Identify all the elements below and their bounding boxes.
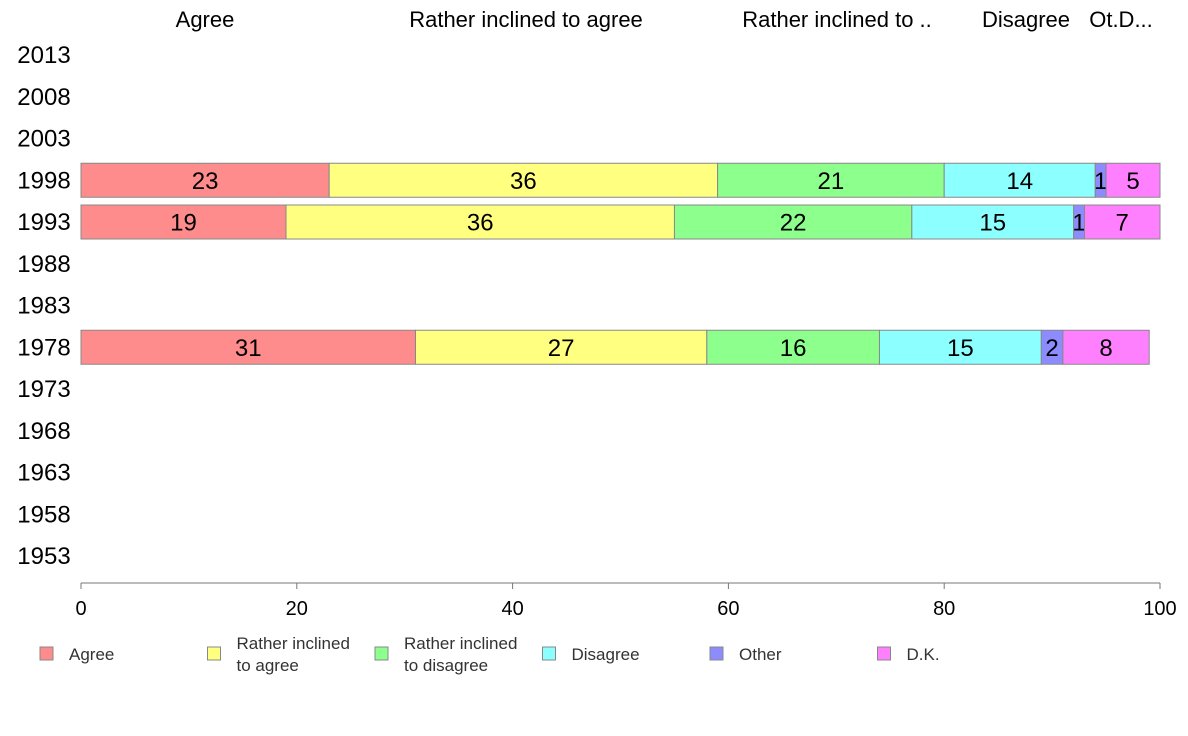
legend-swatch-3 (542, 646, 556, 661)
bar-value-label-1978-5: 8 (1099, 335, 1112, 362)
bar-value-label-1978-3: 15 (947, 335, 974, 362)
bars: 23 36 21 14 1 519 36 22 15 1 731 27 16 15 2 8 (80, 162, 1161, 365)
bar-value-label-1978-4: 2 (1045, 335, 1058, 362)
bar-segment-1978-1 (414, 329, 708, 365)
year-label-2008: 2008 (17, 84, 70, 111)
bar-segment-1993-5 (1083, 204, 1161, 240)
bar-value-label-1978-2: 16 (780, 335, 807, 362)
year-label-1993: 1993 (17, 209, 70, 236)
bar-value-label-1998-0: 23 (192, 168, 219, 195)
year-label-1983: 1983 (17, 293, 70, 320)
bar-value-label-1993-0: 19 (170, 210, 197, 237)
year-label-1973: 1973 (17, 376, 70, 403)
legend-swatch-0 (39, 646, 54, 661)
x-tick-label-20: 20 (286, 598, 308, 620)
year-label-1963: 1963 (17, 460, 70, 487)
year-label-1958: 1958 (17, 501, 70, 528)
bar-value-label-1978-1: 27 (548, 335, 575, 362)
year-label-1988: 1988 (17, 251, 70, 278)
bar-segment-1978-0 (80, 329, 416, 365)
column-header-rather-agree: Rather inclined to agree (409, 7, 643, 32)
x-axis: 0 20 40 60 80 100 (75, 582, 1177, 620)
legend-label-2: to disagree (404, 656, 488, 675)
bar-segment-1998-5 (1105, 162, 1161, 198)
year-label-1953: 1953 (17, 543, 70, 570)
bar-segment-1993-0 (80, 204, 287, 240)
legend-label-2: Rather inclined (404, 634, 517, 653)
bar-segment-1998-1 (328, 162, 719, 198)
year-label-1978: 1978 (17, 334, 70, 361)
bar-segment-1998-2 (717, 162, 945, 198)
x-tick-label-60: 60 (717, 598, 739, 620)
legend-swatch-1 (207, 646, 221, 661)
column-header-agree: Agree (176, 7, 235, 32)
bar-value-label-1993-4: 1 (1072, 210, 1085, 237)
bar-value-label-1993-1: 36 (467, 210, 494, 237)
column-headers: Agree Rather inclined to agree Rather in… (176, 7, 1153, 32)
year-label-1968: 1968 (17, 418, 70, 445)
year-labels: 2013 2008 2003 1998 1993 1988 1983 1978 1973 1968… (17, 42, 70, 570)
bar-value-label-1993-3: 15 (979, 210, 1006, 237)
legend-label-3: Disagree (572, 645, 640, 664)
year-label-1998: 1998 (17, 167, 70, 194)
bar-segment-1978-2 (706, 329, 880, 365)
column-header-other-dk: Ot.D... (1089, 7, 1153, 32)
bar-segment-1993-3 (911, 204, 1075, 240)
x-tick-label-100: 100 (1143, 598, 1176, 620)
bar-value-label-1998-3: 14 (1006, 168, 1033, 195)
bar-segment-1978-3 (878, 329, 1042, 365)
column-header-disagree: Disagree (982, 7, 1070, 32)
legend-label-5: D.K. (907, 645, 940, 664)
bar-value-label-1998-2: 21 (818, 168, 845, 195)
bar-segment-1993-2 (673, 204, 913, 240)
legend: Agree Rather inclined to agree Rather incli… (39, 634, 940, 675)
x-tick-label-40: 40 (501, 598, 523, 620)
bar-value-label-1998-5: 5 (1126, 168, 1139, 195)
legend-swatch-2 (374, 646, 389, 661)
bar-value-label-1998-4: 1 (1094, 168, 1107, 195)
bar-value-label-1978-0: 31 (235, 335, 262, 362)
bar-value-label-1993-5: 7 (1116, 210, 1129, 237)
year-label-2003: 2003 (17, 126, 70, 153)
bar-value-label-1993-2: 22 (780, 210, 807, 237)
bar-segment-1993-1 (285, 204, 675, 240)
year-label-2013: 2013 (17, 42, 70, 69)
legend-swatch-5 (877, 646, 891, 661)
bar-value-label-1998-1: 36 (510, 168, 537, 195)
legend-label-4: Other (739, 645, 782, 664)
bar-segment-1978-5 (1062, 329, 1150, 365)
bar-segment-1998-0 (80, 162, 330, 198)
legend-label-1: to agree (237, 656, 299, 675)
x-tick-label-80: 80 (933, 598, 955, 620)
x-tick-label-0: 0 (75, 598, 86, 620)
legend-label-0: Agree (69, 645, 114, 664)
legend-label-1: Rather inclined (237, 634, 350, 653)
column-header-rather-disagree: Rather inclined to .. (742, 7, 932, 32)
legend-swatch-4 (709, 646, 724, 661)
